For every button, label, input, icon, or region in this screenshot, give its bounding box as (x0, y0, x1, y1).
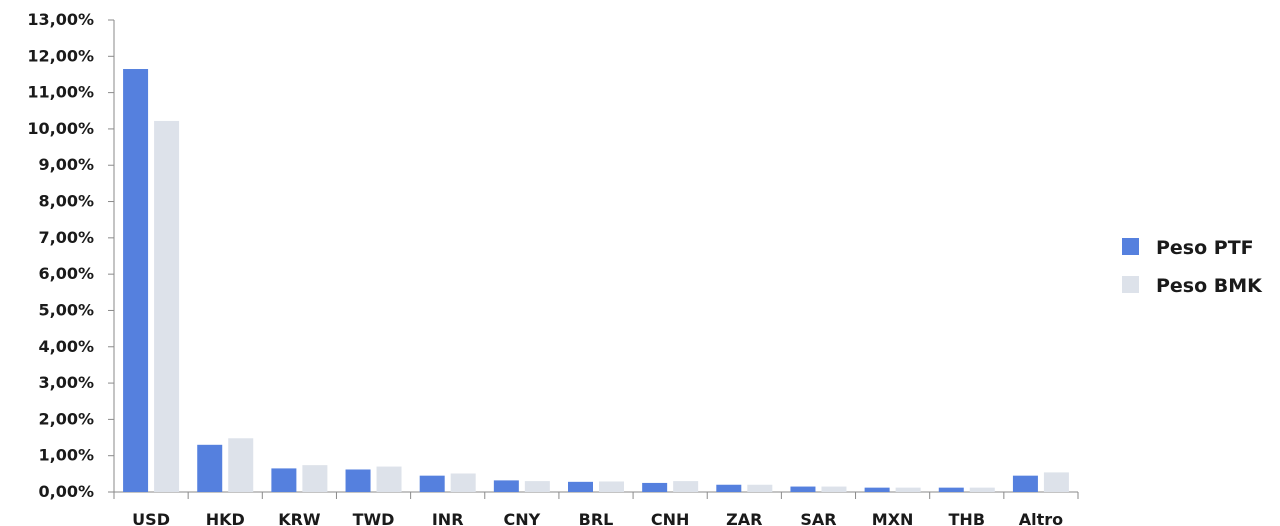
x-tick-label: ZAR (726, 510, 762, 526)
y-tick-label: 0,00% (38, 482, 94, 501)
legend-label-peso-ptf: Peso PTF (1156, 237, 1254, 259)
bar-peso-bmk-mxn (895, 487, 921, 492)
bar-peso-bmk-cnh (673, 481, 699, 492)
bar-peso-bmk-thb (969, 487, 995, 492)
y-tick-label: 13,00% (27, 10, 94, 29)
y-tick-label: 3,00% (38, 373, 94, 392)
bar-peso-ptf-hkd (197, 444, 223, 492)
legend-swatch-peso-bmk (1122, 276, 1139, 293)
bar-peso-ptf-mxn (864, 487, 890, 492)
bar-peso-bmk-altro (1043, 472, 1069, 492)
bars (123, 69, 1069, 492)
y-tick-label: 11,00% (27, 83, 94, 102)
y-tick-label: 12,00% (27, 46, 94, 65)
y-tick-label: 9,00% (38, 155, 94, 174)
bar-peso-bmk-krw (302, 465, 328, 492)
bar-peso-bmk-hkd (228, 438, 254, 492)
bar-peso-ptf-altro (1012, 475, 1038, 492)
y-tick-label: 7,00% (38, 228, 94, 247)
y-tick-label: 8,00% (38, 192, 94, 211)
bar-peso-ptf-krw (271, 468, 297, 492)
x-tick-label: INR (432, 510, 464, 526)
bar-peso-ptf-inr (419, 475, 445, 492)
y-tick-label: 6,00% (38, 264, 94, 283)
bar-peso-ptf-usd (123, 69, 149, 492)
legend: Peso PTF Peso BMK (1122, 237, 1263, 297)
x-tick-label: Altro (1019, 510, 1063, 526)
x-tick-label: CNY (503, 510, 540, 526)
x-tick-label: TWD (353, 510, 395, 526)
bar-peso-bmk-usd (154, 120, 180, 492)
legend-label-peso-bmk: Peso BMK (1156, 275, 1263, 297)
y-tick-label: 10,00% (27, 119, 94, 138)
bar-peso-bmk-cny (524, 481, 550, 492)
x-axis: USD HKD KRW TWD INR CNY BRL CNH ZAR SAR MXN THB Altr… (113, 491, 1079, 526)
y-tick-label: 2,00% (38, 409, 94, 428)
bar-peso-ptf-twd (345, 469, 371, 492)
bar-peso-bmk-brl (599, 481, 624, 492)
x-tick-label: SAR (800, 510, 836, 526)
bar-peso-ptf-cny (493, 480, 519, 492)
bar-peso-ptf-sar (790, 486, 816, 492)
x-tick-label: HKD (206, 510, 245, 526)
y-axis: 0,00% 1,00% 2,00% 3,00% 4,00% 5,00% 6,00% 7,00%… (27, 10, 115, 501)
legend-swatch-peso-ptf (1122, 238, 1139, 255)
x-tick-label: THB (949, 510, 986, 526)
bar-peso-ptf-thb (938, 487, 964, 492)
bar-peso-bmk-twd (376, 466, 402, 492)
bar-peso-bmk-inr (450, 473, 476, 492)
bar-peso-ptf-cnh (642, 482, 668, 492)
bar-peso-bmk-sar (821, 486, 847, 492)
bar-peso-bmk-zar (747, 484, 773, 492)
x-tick-label: CNH (651, 510, 690, 526)
y-tick-label: 5,00% (38, 300, 94, 319)
bar-peso-ptf-brl (568, 481, 593, 492)
x-tick-label: MXN (872, 510, 914, 526)
bar-peso-ptf-zar (716, 484, 742, 492)
y-tick-label: 4,00% (38, 337, 94, 356)
x-tick-label: KRW (278, 510, 321, 526)
x-tick-label: USD (132, 510, 170, 526)
y-tick-label: 1,00% (38, 446, 94, 465)
x-tick-label: BRL (579, 510, 614, 526)
